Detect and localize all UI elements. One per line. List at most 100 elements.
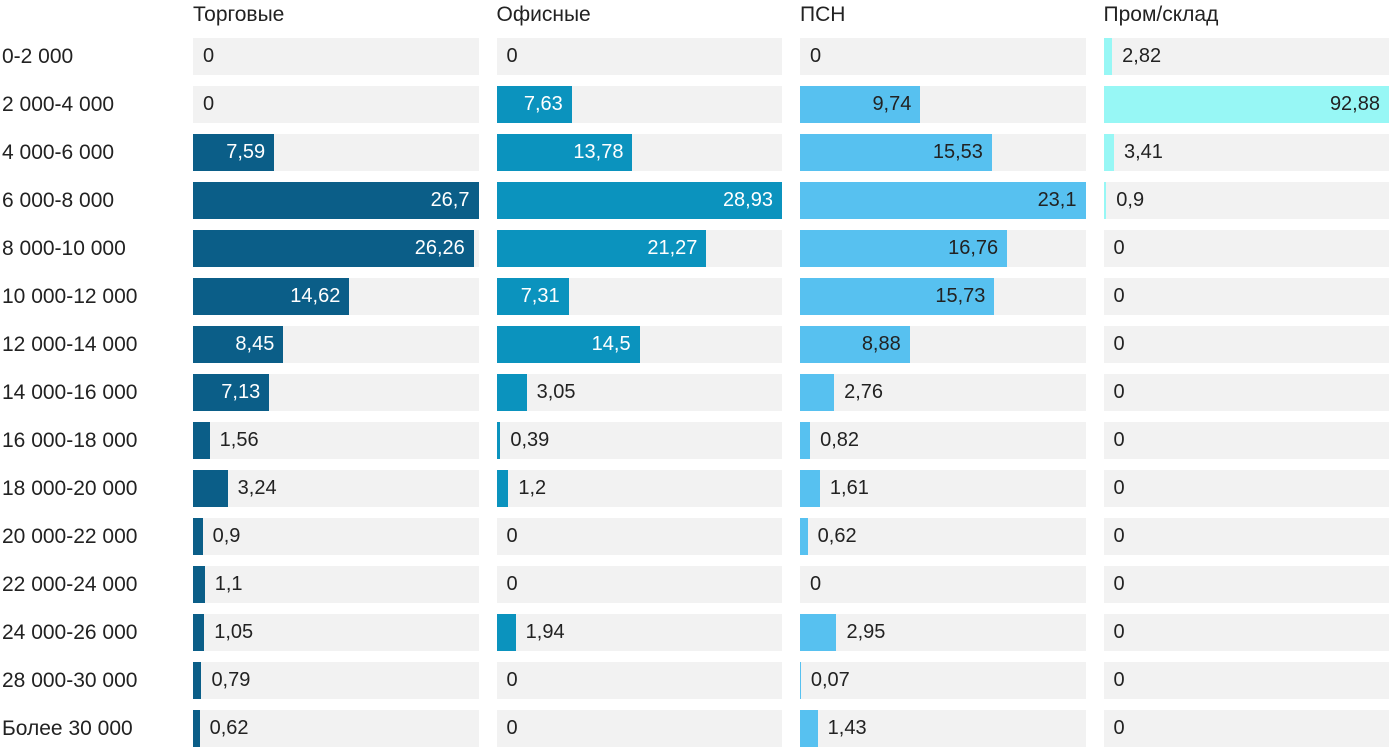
value-label: 7,31: [520, 285, 560, 307]
bar-track: 0: [1103, 326, 1389, 363]
row-label: 16 000-18 000: [2, 429, 138, 452]
bar-track: 0: [496, 566, 782, 603]
bar-track: 0: [1103, 614, 1389, 651]
value-label: 0,79: [211, 669, 251, 691]
bar-track: 0: [1103, 278, 1389, 315]
value-label: 0: [1113, 477, 1125, 499]
value-label: 0: [506, 669, 518, 691]
value-label: 0,9: [1116, 189, 1145, 211]
bar-track: 0: [496, 710, 782, 747]
bar-track: 7,59: [193, 134, 479, 171]
value-label: 15,53: [932, 141, 983, 163]
bar-track: 0,62: [800, 518, 1086, 555]
value-label: 7,59: [226, 141, 266, 163]
bar: [193, 470, 228, 507]
bar-track: 16,76: [800, 230, 1086, 267]
bar: 26,26: [193, 230, 474, 267]
bar-track: 14,62: [193, 278, 479, 315]
bar-track: 0: [1103, 710, 1389, 747]
bar-track: 21,27: [496, 230, 782, 267]
bar: [800, 614, 837, 651]
value-label: 0: [506, 717, 518, 739]
bar-track: 0: [1103, 518, 1389, 555]
row-label: 12 000-14 000: [2, 333, 138, 356]
bar-track: 3,41: [1103, 134, 1389, 171]
row-label: 14 000-16 000: [2, 381, 138, 404]
row-label: Более 30 000: [2, 717, 133, 740]
bar: [800, 662, 801, 699]
bar-track: 1,61: [800, 470, 1086, 507]
bar-track: 8,88: [800, 326, 1086, 363]
value-label: 23,1: [1037, 189, 1077, 211]
bar-track: 0: [1103, 566, 1389, 603]
bar-track: 0: [193, 86, 479, 123]
bar: 7,63: [496, 86, 572, 123]
bar: [800, 518, 808, 555]
row-label: 6 000-8 000: [2, 189, 115, 212]
row-label: 28 000-30 000: [2, 669, 138, 692]
value-label: 0,82: [820, 429, 860, 451]
bar-track: 9,74: [800, 86, 1086, 123]
value-label: 0: [1113, 429, 1125, 451]
bar-track: 1,05: [193, 614, 479, 651]
bar: 28,93: [496, 182, 782, 219]
bar-track: 0: [496, 662, 782, 699]
bar: [496, 470, 509, 507]
value-label: 0: [1113, 669, 1125, 691]
bar-track: 26,26: [193, 230, 479, 267]
bar: [193, 614, 205, 651]
bar-track: 0,07: [800, 662, 1086, 699]
bar: 14,5: [496, 326, 640, 363]
bar-track: 0,9: [193, 518, 479, 555]
bar: [1103, 134, 1114, 171]
value-label: 1,94: [525, 621, 565, 643]
bar-track: 0: [193, 38, 479, 75]
column-header-2: Офисные: [496, 3, 591, 26]
bar-track: 8,45: [193, 326, 479, 363]
bar: [800, 470, 820, 507]
value-label: 0: [1113, 525, 1125, 547]
value-label: 2,76: [844, 381, 884, 403]
bar: [193, 566, 205, 603]
value-label: 8,45: [235, 333, 275, 355]
value-label: 3,05: [536, 381, 576, 403]
bar: 14,62: [193, 278, 350, 315]
bar-track: 3,24: [193, 470, 479, 507]
value-label: 1,43: [827, 717, 867, 739]
value-label: 1,2: [518, 477, 547, 499]
row-label: 0-2 000: [2, 45, 74, 68]
value-label: 7,13: [221, 381, 261, 403]
row-label: 24 000-26 000: [2, 621, 138, 644]
bar-track: 0,82: [800, 422, 1086, 459]
bar-track: 0,9: [1103, 182, 1389, 219]
bar: 16,76: [800, 230, 1008, 267]
value-label: 1,1: [214, 573, 243, 595]
value-label: 9,74: [872, 93, 912, 115]
value-label: 0,07: [810, 669, 850, 691]
bar: 9,74: [800, 86, 921, 123]
value-label: 0: [506, 45, 518, 67]
bar-track: 15,73: [800, 278, 1086, 315]
bar-track: 0: [1103, 470, 1389, 507]
bar-track: 2,82: [1103, 38, 1389, 75]
value-label: 0: [506, 525, 518, 547]
value-label: 2,95: [846, 621, 886, 643]
bar: 23,1: [800, 182, 1086, 219]
bar-track: 1,2: [496, 470, 782, 507]
row-label: 10 000-12 000: [2, 285, 138, 308]
bar: [496, 374, 527, 411]
value-label: 16,76: [948, 237, 999, 259]
bar-track: 0: [800, 566, 1086, 603]
bar-track: 0,39: [496, 422, 782, 459]
value-label: 26,26: [414, 237, 465, 259]
bar: [496, 614, 516, 651]
bar: 8,45: [193, 326, 284, 363]
bar-track: 0: [1103, 230, 1389, 267]
bar: 7,13: [193, 374, 270, 411]
value-label: 0,9: [212, 525, 241, 547]
value-label: 0: [1113, 717, 1125, 739]
value-label: 1,05: [214, 621, 254, 643]
bar-track: 1,43: [800, 710, 1086, 747]
bar-track: 0: [800, 38, 1086, 75]
